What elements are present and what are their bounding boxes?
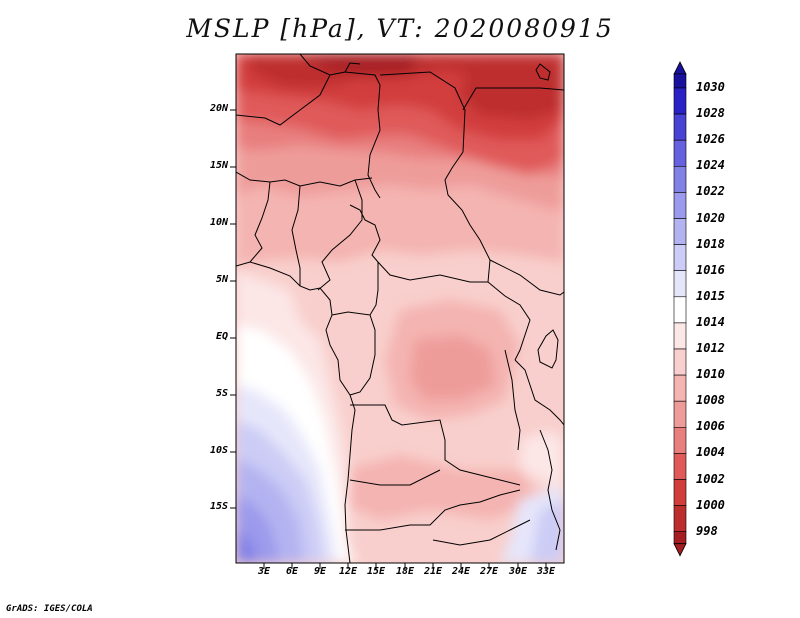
lon-label: 30E (508, 566, 528, 577)
lat-label: 10S (209, 445, 228, 456)
country-borders (236, 54, 564, 563)
lat-label: 15N (209, 160, 228, 171)
colorbar-top-arrow (673, 61, 687, 75)
colorbar (673, 61, 687, 557)
colorbar-swatch (673, 244, 687, 272)
colorbar-swatch (673, 426, 687, 454)
lat-ticks (230, 109, 236, 509)
colorbar-level-label: 1000 (696, 497, 725, 512)
lat-label: 5S (215, 388, 228, 399)
colorbar-level-label: 1030 (696, 80, 725, 94)
lat-label: 20N (209, 103, 228, 114)
colorbar-level-label: 998 (696, 523, 718, 538)
colorbar-level-label: 1006 (696, 419, 725, 434)
colorbar-level-label: 1016 (696, 262, 725, 277)
colorbar-level-label: 1022 (696, 184, 725, 199)
colorbar-swatch (673, 270, 687, 298)
colorbar-level-label: 1015 (696, 288, 725, 303)
colorbar-swatch (673, 73, 687, 89)
lon-label: 15E (366, 566, 386, 577)
pressure-field (236, 54, 564, 563)
colorbar-level-label: 1014 (696, 314, 725, 329)
colorbar-swatch (673, 505, 687, 533)
lon-label: 33E (536, 566, 556, 577)
colorbar-level-label: 1018 (696, 236, 725, 251)
colorbar-swatch (673, 139, 687, 167)
colorbar-level-label: 1028 (696, 106, 725, 121)
colorbar-level-label: 1004 (696, 445, 725, 460)
colorbar-swatch (673, 87, 687, 115)
lat-label: EQ (215, 331, 228, 342)
colorbar-level-label: 1002 (696, 471, 725, 486)
colorbar-swatch (673, 400, 687, 428)
lon-label: 12E (338, 566, 358, 577)
lon-label: 24E (451, 566, 471, 577)
colorbar-swatch (673, 453, 687, 480)
colorbar-level-label: 1008 (696, 393, 725, 408)
colorbar-level-label: 1012 (696, 341, 725, 355)
footer-credit: GrADS: IGES/COLA (6, 604, 93, 614)
colorbar-level-label: 1010 (696, 367, 725, 382)
map-frame (235, 53, 565, 564)
lon-label: 9E (313, 566, 327, 577)
colorbar-swatch (673, 322, 687, 350)
colorbar-swatch (673, 374, 687, 402)
lat-label: 5N (215, 274, 228, 285)
map-title: MSLP [hPa], VT: 2020080915 (186, 14, 614, 43)
colorbar-swatch (673, 166, 687, 193)
lon-label: 18E (395, 566, 415, 577)
colorbar-swatch (673, 192, 687, 219)
colorbar-level-label: 1020 (696, 210, 725, 225)
colorbar-bottom-arrow (673, 543, 687, 557)
colorbar-swatch (673, 531, 687, 545)
lon-label: 6E (285, 566, 299, 577)
colorbar-level-label: 1024 (696, 158, 725, 173)
colorbar-swatch (673, 479, 687, 506)
colorbar-swatch (673, 348, 687, 376)
lon-label: 3E (257, 566, 271, 577)
colorbar-level-label: 1026 (696, 132, 725, 147)
lat-label: 10N (209, 217, 228, 228)
lon-label: 21E (423, 566, 443, 577)
lon-label: 27E (479, 566, 499, 577)
lon-ticks (263, 563, 547, 569)
colorbar-swatch (673, 296, 687, 324)
colorbar-swatch (673, 113, 687, 141)
colorbar-swatch (673, 218, 687, 245)
lat-label: 15S (209, 501, 228, 512)
